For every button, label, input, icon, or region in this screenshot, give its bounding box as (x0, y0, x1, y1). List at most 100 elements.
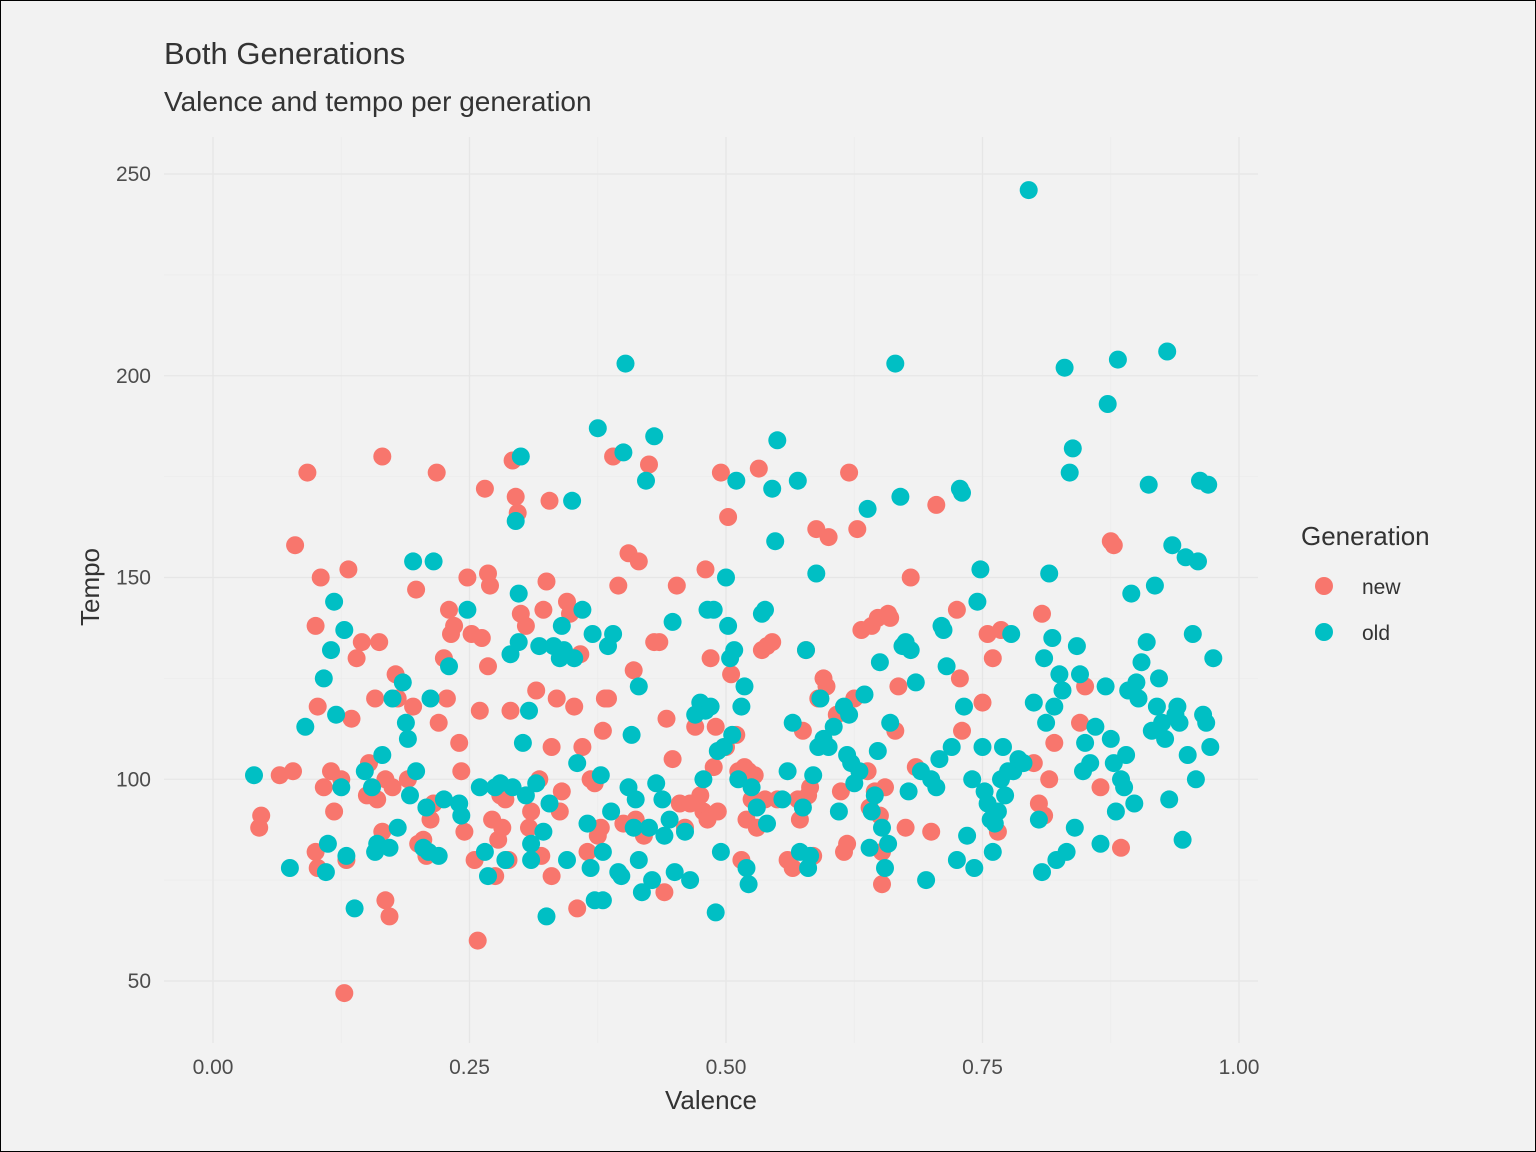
data-point-new (547, 689, 566, 708)
data-point-old (578, 814, 597, 833)
data-point-old (723, 725, 742, 744)
data-point-old (660, 810, 679, 829)
data-point-old (865, 786, 884, 805)
data-point-old (373, 746, 392, 764)
legend-key-new (1315, 577, 1333, 595)
data-point-old (735, 677, 754, 696)
data-point-old (540, 794, 559, 813)
data-point-old (1050, 665, 1069, 684)
data-point-old (629, 851, 648, 869)
data-point-old (968, 592, 987, 611)
data-point-old (629, 677, 648, 696)
data-point-new (455, 822, 474, 841)
data-point-old (719, 616, 738, 635)
data-point-old (850, 762, 869, 781)
data-point-old (245, 766, 263, 785)
data-point-new (1040, 770, 1059, 789)
data-point-new (953, 721, 971, 740)
data-point-old (335, 621, 354, 639)
data-point-old (1101, 729, 1120, 748)
data-point-old (1160, 790, 1179, 809)
data-point-old (537, 907, 556, 926)
x-tick-label: 1.00 (1219, 1056, 1260, 1079)
data-point-old (788, 471, 807, 490)
data-point-old (840, 705, 859, 724)
data-point-old (401, 786, 419, 805)
data-point-new (522, 802, 541, 821)
data-point-old (1060, 463, 1079, 482)
data-point-new (506, 487, 525, 506)
data-point-new (848, 520, 867, 539)
data-point-old (704, 600, 723, 619)
data-point-old (1153, 713, 1172, 732)
data-point-old (616, 354, 635, 373)
data-point-old (804, 766, 823, 785)
data-point-old (355, 762, 374, 781)
data-point-old (1014, 754, 1033, 773)
data-point-old (768, 431, 787, 450)
data-point-old (421, 689, 440, 708)
data-point-old (942, 738, 961, 756)
legend-key-old (1315, 623, 1333, 641)
data-point-old (552, 616, 571, 635)
data-point-old (325, 592, 344, 611)
data-point-new (452, 762, 471, 781)
data-point-new (311, 568, 330, 587)
data-point-new (527, 681, 546, 700)
data-point-old (1137, 633, 1156, 652)
data-point-new (565, 697, 584, 716)
data-point-old (811, 689, 830, 708)
data-point-new (763, 633, 782, 652)
data-point-old (1197, 713, 1216, 732)
y-tick-label: 100 (116, 768, 151, 791)
data-point-old (337, 846, 356, 865)
data-point-old (511, 447, 530, 466)
data-point-new (722, 665, 741, 684)
data-point-old (917, 871, 936, 890)
chart-title: Both Generations (164, 36, 405, 71)
data-point-old (1139, 475, 1158, 494)
data-point-new (552, 782, 571, 801)
data-point-old (404, 552, 423, 571)
data-point-old (327, 705, 346, 724)
data-point-old (1178, 746, 1197, 764)
data-point-new (650, 633, 669, 652)
data-point-old (509, 633, 528, 652)
data-point-old (855, 685, 874, 704)
data-point-old (388, 818, 407, 837)
data-point-old (624, 818, 643, 837)
data-point-old (1117, 746, 1136, 764)
data-point-old (593, 891, 612, 910)
data-point-new (719, 508, 738, 526)
data-point-old (1145, 576, 1164, 595)
data-point-old (380, 838, 399, 857)
data-point-old (1186, 770, 1205, 789)
data-point-old (1002, 625, 1021, 643)
data-point-new (1045, 733, 1064, 752)
data-point-old (626, 790, 645, 809)
data-point-old (801, 846, 820, 865)
data-point-old (1019, 181, 1038, 200)
data-point-old (868, 742, 887, 760)
data-point-new (783, 859, 802, 877)
data-point-old (739, 875, 758, 894)
data-point-new (640, 455, 658, 474)
data-point-old (879, 834, 898, 853)
data-point-new (922, 822, 941, 841)
data-point-old (280, 859, 299, 877)
data-point-new (534, 600, 553, 619)
data-point-new (458, 568, 477, 587)
data-point-old (588, 419, 607, 438)
data-point-new (339, 560, 358, 579)
data-point-new (1104, 536, 1123, 555)
data-point-old (583, 625, 602, 643)
data-point-new (383, 778, 402, 797)
data-point-old (655, 826, 674, 845)
data-point-old (1037, 713, 1056, 732)
data-point-new (542, 738, 561, 756)
data-point-new (516, 616, 535, 635)
data-point-new (468, 931, 487, 950)
y-tick-label: 50 (128, 970, 151, 993)
data-point-old (1129, 689, 1148, 708)
data-point-new (370, 633, 389, 652)
